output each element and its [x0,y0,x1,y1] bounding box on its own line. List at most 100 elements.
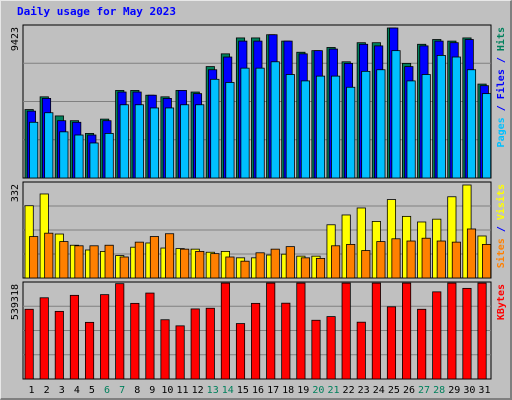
bar-pages-day-21 [331,75,341,179]
bar-kbytes-day-27 [417,308,427,380]
bar-sites-day-10 [164,233,175,279]
axis-label-part: Sites [495,238,507,268]
bar-pages-day-16 [255,67,265,179]
x-tick-label-day-6: 6 [104,385,110,396]
bar-sites-day-16 [255,252,265,279]
bar-sites-day-11 [180,248,190,279]
bar-kbytes-day-8 [130,302,140,380]
bar-sites-day-4 [74,245,84,279]
series-pages [29,50,492,179]
bar-pages-day-2 [44,112,54,179]
axis-label-part: KBytes [496,284,507,320]
bar-kbytes-day-9 [145,292,155,380]
bar-sites-day-22 [346,243,356,279]
axis-label-part: / [496,51,507,69]
bar-pages-day-27 [421,74,431,179]
bar-sites-day-27 [421,237,431,279]
bar-pages-day-14 [225,82,235,179]
x-tick-label-day-4: 4 [74,385,80,396]
bar-sites-day-1 [29,236,39,279]
x-tick-label-day-27: 27 [418,385,430,396]
x-tick-label-day-15: 15 [237,385,249,396]
panel-kbytes: 539318 KBytes [10,281,507,380]
bar-sites-day-6 [104,244,114,279]
x-tick-label-day-3: 3 [59,385,65,396]
bar-kbytes-day-11 [175,325,185,380]
axis-label-part: Pages [496,117,507,147]
bar-sites-day-17 [270,248,280,279]
series-kbytes [24,282,487,380]
bar-kbytes-day-7 [115,283,125,380]
x-tick-label-day-28: 28 [433,385,445,396]
bar-kbytes-day-26 [402,282,412,380]
bar-pages-day-23 [361,70,371,179]
bar-sites-day-25 [391,238,401,279]
x-tick-label-day-9: 9 [149,385,155,396]
bar-sites-day-8 [134,241,144,279]
bar-pages-day-15 [240,67,250,179]
bar-pages-day-1 [29,121,39,179]
x-tick-label-day-25: 25 [388,385,400,396]
series-sites [29,228,492,279]
bar-sites-day-3 [59,241,69,279]
x-tick-label-day-5: 5 [89,385,95,396]
panel-pages_files_hits: 9423 Pages / Files / Hits [10,24,507,179]
x-tick-label-day-11: 11 [176,385,188,396]
bar-sites-day-26 [406,240,416,279]
bar-pages-day-24 [376,69,386,179]
bar-pages-day-12 [195,104,205,179]
bar-sites-day-9 [149,236,160,279]
bar-pages-day-30 [466,69,477,179]
bar-kbytes-day-15 [235,323,246,380]
bar-kbytes-day-2 [39,297,49,380]
bar-pages-day-20 [315,75,326,179]
axis-label-part: Hits [495,27,507,51]
x-tick-label-day-14: 14 [222,385,234,396]
bar-kbytes-day-22 [341,282,351,380]
bar-sites-day-7 [119,256,129,279]
x-tick-label-day-7: 7 [119,385,125,396]
panel-max-label: 332 [10,184,21,202]
bar-kbytes-day-19 [296,282,306,380]
bar-pages-day-8 [134,104,144,179]
bar-pages-day-29 [451,56,461,179]
x-tick-label-day-29: 29 [448,385,460,396]
x-tick-label-day-18: 18 [282,385,294,396]
bar-sites-day-14 [225,256,235,279]
bar-pages-day-6 [104,133,114,179]
axis-label-part: Visits [495,184,507,220]
x-tick-label-day-19: 19 [297,385,309,396]
x-tick-label-day-21: 21 [327,385,339,396]
bar-sites-day-19 [300,257,310,279]
x-tick-label-day-26: 26 [403,385,415,396]
x-tick-label-day-30: 30 [463,385,475,396]
bar-kbytes-day-10 [160,319,170,380]
bar-pages-day-10 [164,107,175,179]
axis-label-part: / [496,99,507,117]
bar-kbytes-day-16 [251,302,261,380]
x-tick-label-day-12: 12 [192,385,204,396]
bar-sites-day-29 [451,241,461,279]
bar-pages-day-4 [74,134,84,179]
bar-kbytes-day-30 [462,287,472,380]
x-tick-label-day-23: 23 [358,385,370,396]
bar-pages-day-17 [270,61,280,179]
bar-kbytes-day-6 [100,294,110,380]
bar-kbytes-day-1 [24,308,34,380]
axis-label-part: / [496,220,507,238]
bar-kbytes-day-28 [432,291,442,380]
x-tick-label-day-16: 16 [252,385,264,396]
panel-visits_sites: 332 Sites / Visits [10,181,507,279]
bar-kbytes-day-20 [311,319,321,380]
panel-axis-label: KBytes [496,284,507,320]
bar-pages-day-25 [391,50,401,179]
bar-kbytes-day-29 [447,282,457,380]
bar-sites-day-12 [195,250,205,279]
panel-max-label: 9423 [10,27,21,51]
bar-pages-day-26 [406,80,416,179]
bar-sites-day-13 [210,253,220,279]
bar-sites-day-28 [436,240,446,279]
x-tick-label-day-20: 20 [312,385,324,396]
panel-axis-label: Pages / Files / Hits [495,27,507,147]
